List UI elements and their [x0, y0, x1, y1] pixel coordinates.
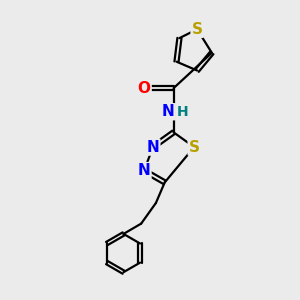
Text: S: S — [189, 140, 200, 154]
Text: N: N — [147, 140, 159, 154]
Text: N: N — [162, 104, 175, 119]
Text: O: O — [138, 81, 151, 96]
Text: S: S — [192, 22, 203, 37]
Text: H: H — [177, 105, 189, 119]
Text: N: N — [138, 163, 151, 178]
